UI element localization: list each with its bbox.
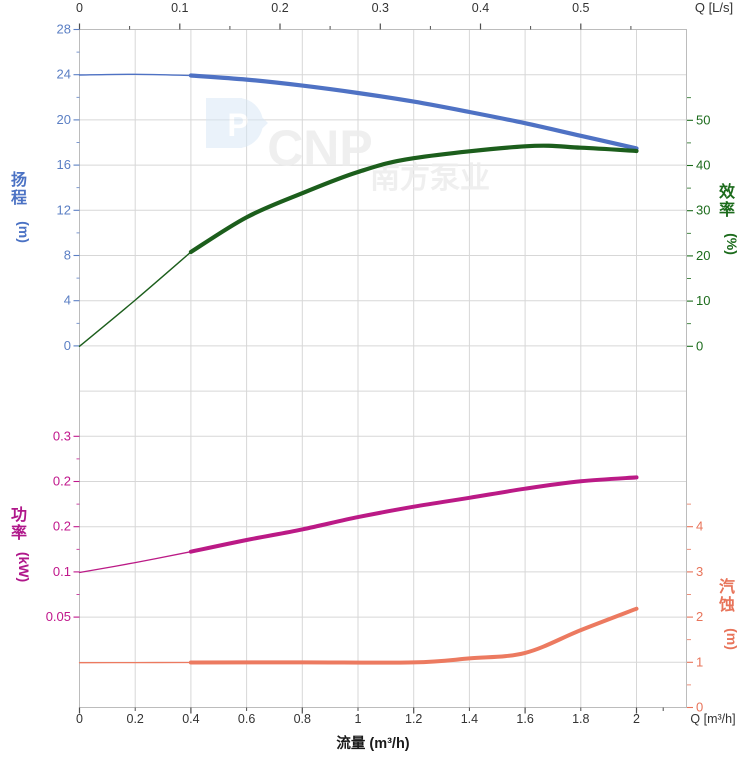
svg-text:3: 3 — [696, 564, 703, 579]
svg-text:40: 40 — [696, 158, 710, 173]
svg-text:0: 0 — [76, 712, 83, 726]
svg-text:Q [L/s]: Q [L/s] — [695, 0, 733, 15]
svg-text:8: 8 — [64, 248, 71, 263]
svg-text:20: 20 — [696, 248, 710, 263]
svg-text:0: 0 — [64, 338, 71, 353]
svg-text:1.6: 1.6 — [516, 712, 533, 726]
svg-text:0.2: 0.2 — [53, 474, 71, 489]
svg-text:(m): (m) — [724, 628, 740, 650]
svg-text:1.4: 1.4 — [461, 712, 478, 726]
svg-text:率: 率 — [11, 523, 27, 542]
svg-text:(m): (m) — [16, 221, 32, 243]
svg-text:50: 50 — [696, 112, 710, 127]
svg-text:1.8: 1.8 — [572, 712, 589, 726]
svg-text:(kW): (kW) — [16, 552, 32, 582]
svg-text:28: 28 — [57, 22, 71, 37]
svg-text:0.2: 0.2 — [271, 1, 288, 15]
svg-text:0.3: 0.3 — [372, 1, 389, 15]
svg-text:蚀: 蚀 — [718, 595, 735, 614]
svg-text:0.05: 0.05 — [46, 609, 71, 624]
svg-text:2: 2 — [633, 712, 640, 726]
svg-text:0.1: 0.1 — [53, 564, 71, 579]
svg-text:0.6: 0.6 — [238, 712, 255, 726]
svg-text:(%): (%) — [724, 233, 740, 255]
svg-text:2: 2 — [696, 609, 703, 624]
svg-text:4: 4 — [696, 519, 703, 534]
svg-text:24: 24 — [57, 67, 71, 82]
svg-text:0.8: 0.8 — [294, 712, 311, 726]
svg-text:4: 4 — [64, 293, 71, 308]
svg-text:0.4: 0.4 — [472, 1, 489, 15]
svg-text:0.4: 0.4 — [182, 712, 199, 726]
svg-text:0: 0 — [76, 1, 83, 15]
svg-text:流量 (m³/h): 流量 (m³/h) — [336, 734, 409, 752]
svg-text:0: 0 — [696, 338, 703, 353]
svg-text:率: 率 — [719, 200, 735, 219]
svg-text:0: 0 — [696, 700, 703, 715]
svg-text:0.1: 0.1 — [171, 1, 188, 15]
svg-text:0.3: 0.3 — [53, 428, 71, 443]
svg-text:P: P — [227, 107, 248, 143]
svg-text:扬: 扬 — [11, 170, 27, 189]
svg-text:效: 效 — [719, 182, 735, 201]
svg-text:1: 1 — [696, 654, 703, 669]
svg-text:30: 30 — [696, 203, 710, 218]
svg-text:0.2: 0.2 — [127, 712, 144, 726]
svg-text:程: 程 — [11, 189, 27, 207]
svg-text:10: 10 — [696, 293, 710, 308]
svg-text:功: 功 — [11, 506, 27, 524]
svg-text:16: 16 — [57, 157, 71, 172]
svg-text:0.2: 0.2 — [53, 519, 71, 534]
svg-text:1.2: 1.2 — [405, 712, 422, 726]
svg-text:CNP: CNP — [267, 120, 373, 176]
svg-text:0.5: 0.5 — [572, 1, 589, 15]
svg-text:1: 1 — [355, 712, 362, 726]
svg-text:汽: 汽 — [719, 577, 735, 596]
svg-text:南方泵业: 南方泵业 — [370, 161, 490, 195]
svg-text:20: 20 — [57, 112, 71, 127]
svg-text:12: 12 — [57, 202, 71, 217]
